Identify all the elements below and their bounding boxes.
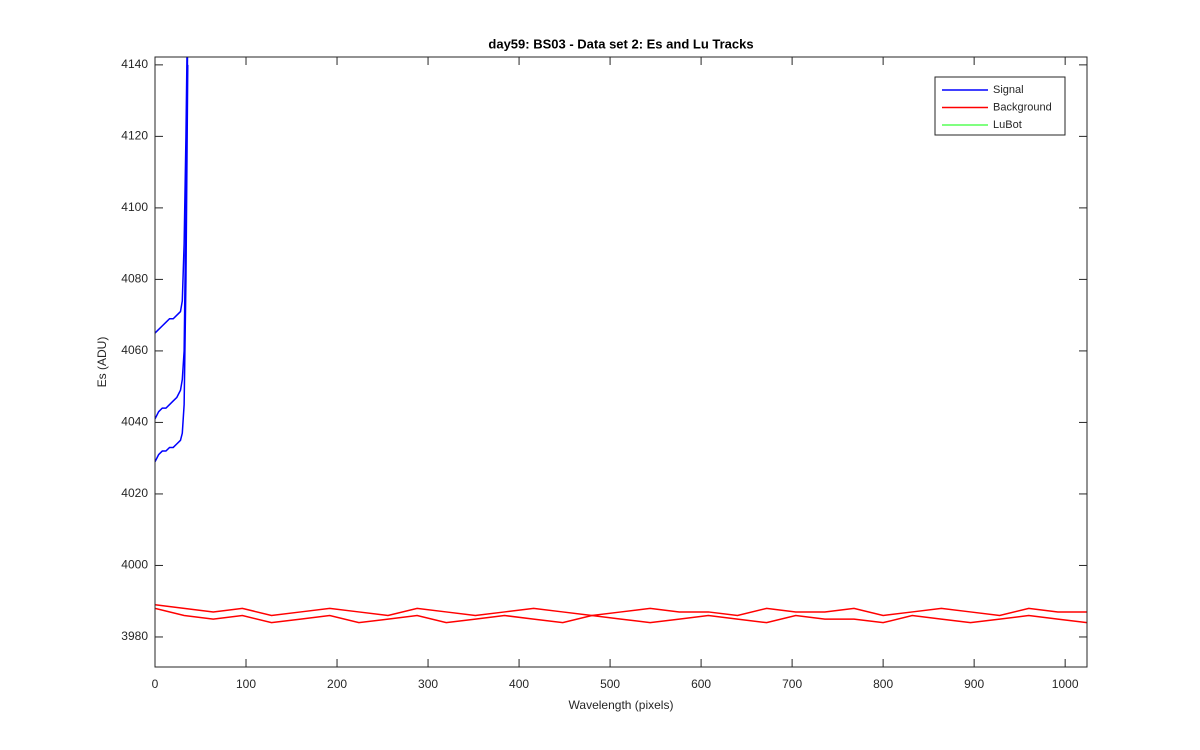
y-tick-label: 3980	[121, 629, 148, 643]
x-tick-label: 200	[327, 677, 347, 691]
series-line	[155, 607, 1087, 624]
y-tick-label: 4100	[121, 200, 148, 214]
y-tick-label: 4040	[121, 415, 148, 429]
y-tick-label: 4140	[121, 57, 148, 71]
x-tick-label: 400	[509, 677, 529, 691]
x-tick-label: 500	[600, 677, 620, 691]
legend-label: Signal	[993, 84, 1024, 96]
chart-title: day59: BS03 - Data set 2: Es and Lu Trac…	[488, 36, 753, 51]
y-tick-label: 4060	[121, 343, 148, 357]
y-tick-label: 4000	[121, 558, 148, 572]
x-tick-label: 100	[236, 677, 256, 691]
y-axis-label: Es (ADU)	[95, 337, 109, 388]
series-line	[155, 604, 1087, 617]
y-tick-label: 4120	[121, 129, 148, 143]
plot-area	[155, 57, 1087, 624]
legend-label: Background	[993, 101, 1052, 113]
y-tick-label: 4020	[121, 486, 148, 500]
axes-box	[154, 56, 1088, 668]
x-axis-label: Wavelength (pixels)	[569, 698, 674, 712]
x-tick-label: 600	[691, 677, 711, 691]
x-tick-label: 700	[782, 677, 802, 691]
legend-label: LuBot	[993, 119, 1022, 131]
x-tick-label: 0	[152, 677, 159, 691]
x-tick-label: 900	[964, 677, 984, 691]
x-tick-label: 300	[418, 677, 438, 691]
x-tick-label: 1000	[1052, 677, 1079, 691]
series-line	[155, 57, 189, 420]
series-line	[155, 57, 188, 334]
x-tick-label: 800	[873, 677, 893, 691]
series-line	[155, 64, 189, 463]
y-tick-label: 4080	[121, 272, 148, 286]
